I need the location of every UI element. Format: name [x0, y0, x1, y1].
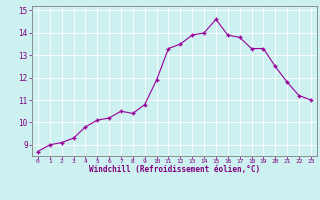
X-axis label: Windchill (Refroidissement éolien,°C): Windchill (Refroidissement éolien,°C): [89, 165, 260, 174]
